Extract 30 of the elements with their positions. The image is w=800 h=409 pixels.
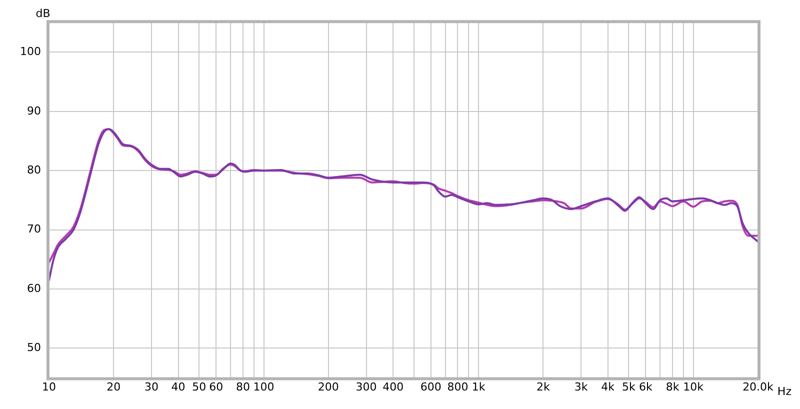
x-tick-label: 5k: [622, 380, 636, 394]
y-tick-label: 80: [26, 163, 41, 176]
x-tick-label: 40: [171, 380, 186, 394]
x-tick-label: 1k: [472, 380, 486, 394]
x-tick-label: 100: [253, 380, 274, 394]
y-tick-label: 60: [26, 282, 41, 295]
y-tick-label: 70: [26, 222, 41, 236]
x-tick-label: 200: [318, 380, 339, 394]
x-tick-label: 600: [420, 380, 442, 394]
x-tick-label: 20.0k: [742, 380, 774, 394]
x-tick-label: 30: [144, 380, 158, 394]
x-tick-label: 300: [356, 380, 377, 394]
y-tick-label: 100: [20, 45, 41, 58]
x-tick-label: 10k: [683, 380, 704, 394]
x-tick-label: 80: [236, 380, 250, 394]
y-tick-label: 50: [26, 341, 41, 354]
x-tick-label: 4k: [601, 380, 616, 394]
x-tick-label: 6k: [639, 380, 654, 394]
x-tick-label: 800: [447, 380, 468, 394]
x-tick-label: 20: [106, 380, 121, 394]
x-tick-label: 10: [42, 380, 56, 394]
y-tick-label: 90: [26, 104, 41, 118]
x-tick-label: 60: [209, 380, 224, 394]
y-axis-title: dB: [36, 6, 50, 20]
x-tick-label: 2k: [536, 380, 551, 394]
x-tick-label: 3k: [574, 380, 588, 394]
x-tick-label: 8k: [666, 380, 680, 394]
x-tick-label: 400: [382, 380, 404, 394]
x-axis-title: Hz: [777, 385, 792, 398]
x-tick-label: 50: [192, 380, 206, 394]
